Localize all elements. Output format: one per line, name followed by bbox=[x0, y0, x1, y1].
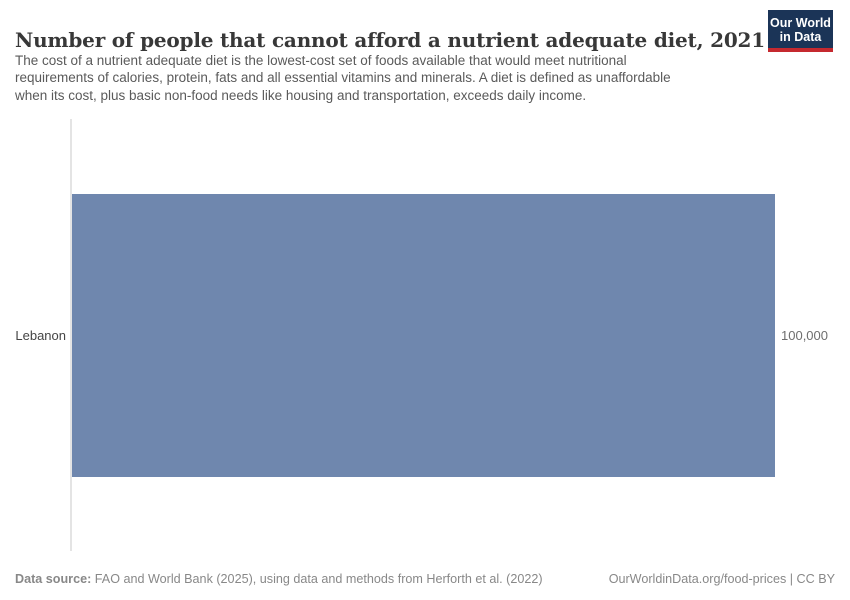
subtitle-line: The cost of a nutrient adequate diet is … bbox=[15, 53, 627, 68]
license-link[interactable]: OurWorldinData.org/food-prices | CC BY bbox=[608, 572, 835, 586]
entity-label: Lebanon bbox=[15, 328, 66, 343]
owid-logo-line2: in Data bbox=[779, 30, 822, 44]
value-label: 100,000 bbox=[781, 328, 828, 343]
owid-logo-line1: Our World bbox=[770, 16, 831, 30]
chart-title: Number of people that cannot afford a nu… bbox=[15, 28, 765, 53]
chart-subtitle: The cost of a nutrient adequate diet is … bbox=[15, 52, 671, 104]
owid-logo[interactable]: Our World in Data bbox=[768, 10, 833, 52]
data-source-note: Data source: FAO and World Bank (2025), … bbox=[15, 572, 543, 586]
data-source-text: FAO and World Bank (2025), using data an… bbox=[91, 572, 543, 586]
bar-lebanon[interactable] bbox=[72, 194, 775, 477]
data-source-label: Data source: bbox=[15, 572, 92, 586]
y-axis-line bbox=[70, 119, 72, 551]
chart-footer: Data source: FAO and World Bank (2025), … bbox=[15, 572, 835, 586]
subtitle-line: when its cost, plus basic non-food needs… bbox=[15, 87, 587, 103]
subtitle-line: requirements of calories, protein, fats … bbox=[15, 70, 671, 86]
